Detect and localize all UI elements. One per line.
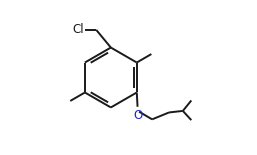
Text: Cl: Cl: [73, 23, 84, 36]
Text: O: O: [133, 109, 142, 122]
